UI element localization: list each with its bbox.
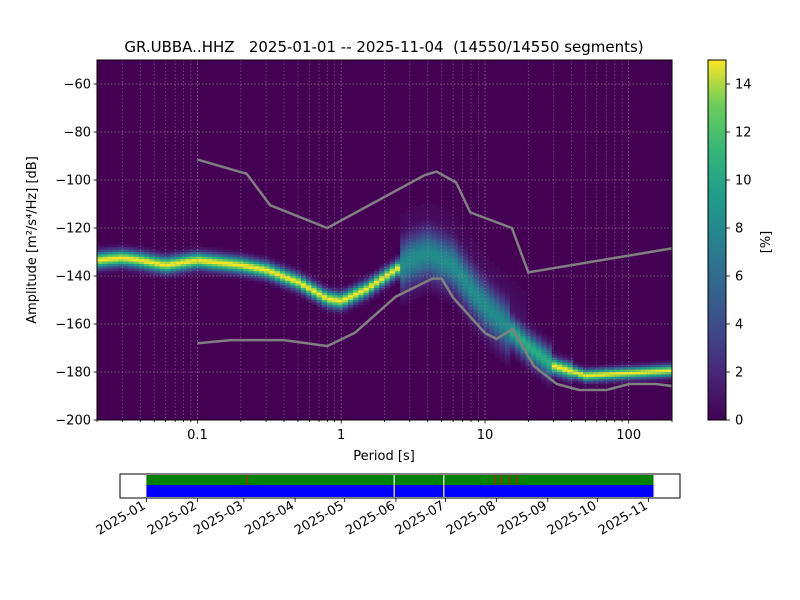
x-axis-label: Period [s]	[353, 449, 415, 464]
timeline-tick-label: 2025-06	[343, 498, 398, 538]
y-tick-label: −80	[64, 126, 91, 141]
noise-models	[197, 158, 672, 392]
chart-title: GR.UBBA..HHZ 2025-01-01 -- 2025-11-04 (1…	[124, 38, 643, 56]
colorbar: 0 2 4 6 8 10 12 14 [%]	[707, 59, 774, 429]
colorbar-tick-label: 10	[735, 174, 752, 189]
high-noise-model-line	[197, 158, 672, 274]
data-availability-bar	[146, 485, 654, 497]
timeline-bars	[146, 475, 654, 497]
y-tick-label: −140	[55, 270, 91, 285]
timeline-tick-label: 2025-07	[393, 498, 448, 538]
data-coverage-timeline: 2025-012025-022025-032025-042025-052025-…	[94, 473, 681, 539]
timeline-tick-label: 2025-04	[243, 498, 298, 538]
x-tick-label: 1	[337, 428, 345, 443]
timeline-tick-label: 2025-03	[191, 498, 246, 538]
timeline-tick-label: 2025-10	[545, 498, 600, 538]
timeline-tick-label: 2025-02	[145, 498, 200, 538]
timeline-ticks: 2025-012025-022025-032025-042025-052025-…	[94, 498, 651, 539]
colorbar-ticks: 0 2 4 6 8 10 12 14	[726, 78, 752, 429]
colorbar-tick-label: 4	[735, 318, 743, 333]
quality-bar	[146, 475, 654, 485]
x-axis-ticks: 0.1 1 10 100	[96, 420, 673, 443]
colorbar-tick-label: 8	[735, 222, 743, 237]
y-tick-label: −180	[55, 366, 91, 381]
colorbar-tick-label: 0	[735, 414, 743, 429]
y-tick-label: −60	[64, 78, 91, 93]
y-tick-label: −160	[55, 318, 91, 333]
colorbar-gradient	[707, 59, 727, 421]
colorbar-label: [%]	[759, 231, 774, 254]
x-tick-label: 100	[616, 428, 641, 443]
psd-plot: 0.1 1 10 100 −200 −180 −160 −140 −120 −100 −80 −60…	[25, 59, 673, 464]
colorbar-tick-label: 2	[735, 366, 743, 381]
colorbar-tick-label: 6	[735, 270, 743, 285]
timeline-tick-label: 2025-09	[495, 498, 550, 538]
timeline-tick-label: 2025-05	[292, 498, 347, 538]
grid-lines	[97, 60, 672, 420]
colorbar-tick-label: 12	[735, 126, 752, 141]
y-tick-label: −100	[55, 174, 91, 189]
y-axis-label: Amplitude [m²/s⁴/Hz] [dB]	[25, 156, 40, 324]
timeline-tick-label: 2025-11	[596, 498, 651, 538]
x-tick-label: 0.1	[187, 428, 208, 443]
y-tick-label: −200	[55, 414, 91, 429]
x-tick-label: 10	[477, 428, 494, 443]
timeline-tick-label: 2025-08	[444, 498, 499, 538]
low-noise-model-line	[197, 277, 672, 392]
y-axis-ticks: −200 −180 −160 −140 −120 −100 −80 −60	[55, 78, 97, 429]
colorbar-tick-label: 14	[735, 78, 752, 93]
timeline-tick-label: 2025-01	[94, 498, 149, 538]
y-tick-label: −120	[55, 222, 91, 237]
